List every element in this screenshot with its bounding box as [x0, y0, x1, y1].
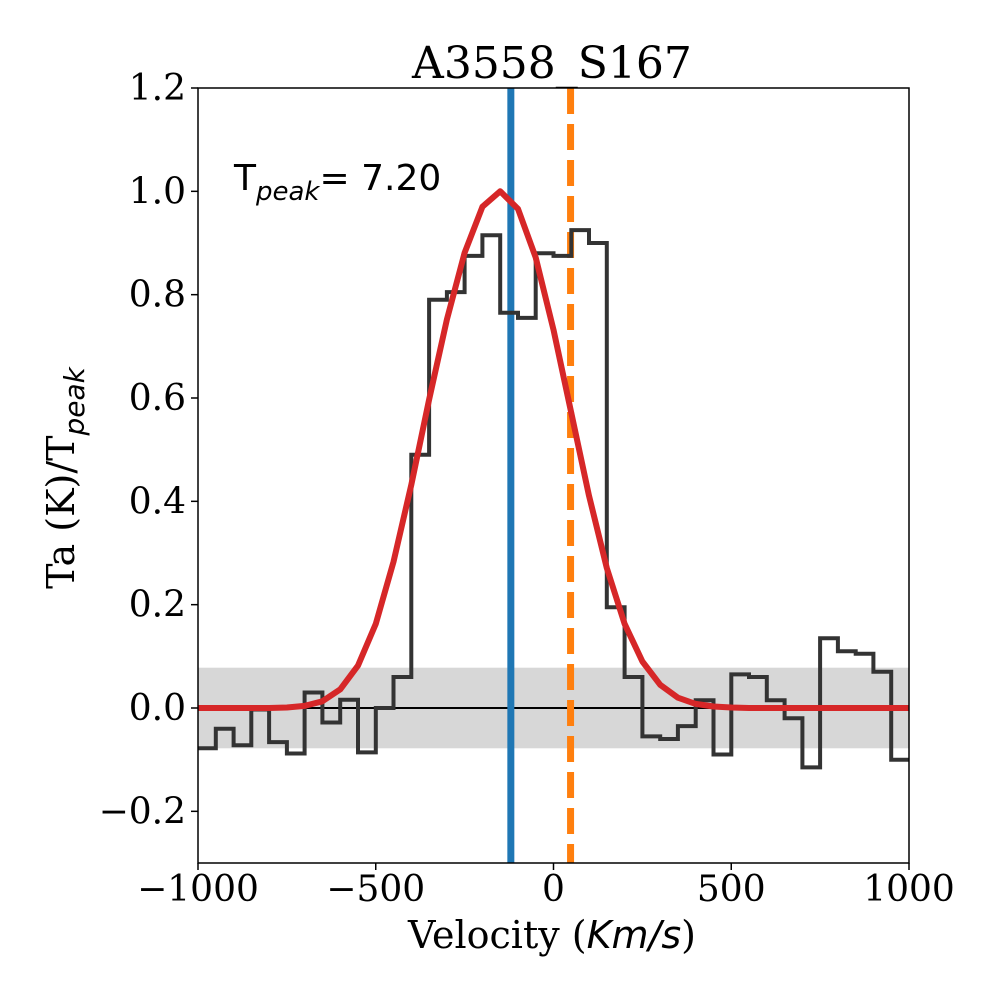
- peak-annotation-value: = 7.20: [320, 158, 442, 199]
- x-axis-label-text: Velocity: [407, 913, 560, 957]
- y-tick-label: 1.0: [129, 171, 186, 212]
- peak-annotation-main: T: [233, 158, 257, 199]
- peak-annotation-sub: peak: [255, 177, 320, 207]
- y-tick-label: 0.2: [129, 585, 186, 626]
- fit-layer: [198, 188, 909, 711]
- velocity-lines-layer: [507, 88, 575, 863]
- y-axis-label-sub: peak: [58, 365, 91, 436]
- y-tick-label: 0.8: [129, 275, 186, 316]
- y-tick-label: −0.2: [99, 791, 186, 832]
- x-tick-label: 0: [542, 869, 565, 910]
- spectrum-line: [198, 228, 909, 770]
- spectrum-layer: [198, 228, 909, 770]
- y-tick-label: 1.2: [129, 68, 186, 109]
- x-tick-label: −1000: [137, 869, 259, 910]
- ticks-layer: −1000 −500 0 500 1000 −0.2 0.0 0.2 0.4 0.6 0.8 1.0 1…: [99, 68, 955, 910]
- gaussian-fit-line: [198, 188, 909, 711]
- y-tick-label: 0.0: [129, 688, 186, 729]
- y-tick-label: 0.4: [129, 481, 186, 522]
- x-tick-label: 1000: [863, 869, 955, 910]
- x-tick-label: −500: [326, 869, 425, 910]
- x-tick-label: 500: [697, 869, 766, 910]
- y-tick-label: 0.6: [129, 378, 186, 419]
- y-axis-label: Ta (K)/Tpeak: [39, 365, 91, 588]
- y-axis-label-text: Ta (K)/T: [39, 436, 83, 589]
- x-axis-label-unit: Km/s: [587, 913, 682, 957]
- peak-annotation: Tpeak= 7.20: [233, 158, 441, 207]
- chart-title: A3558_S167: [411, 38, 692, 89]
- x-axis-label: Velocity (Km/s): [407, 913, 696, 957]
